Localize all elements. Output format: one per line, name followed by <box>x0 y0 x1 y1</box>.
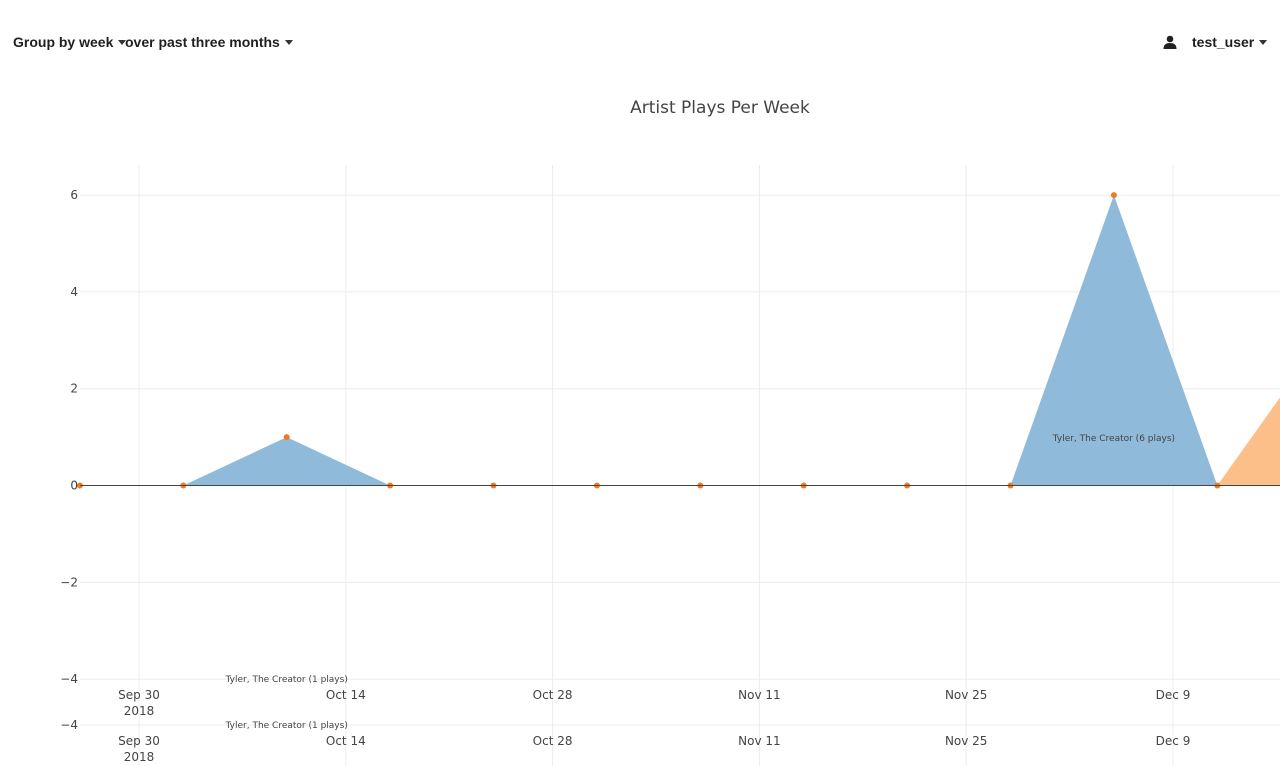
x-tick-label: Nov 11 <box>738 688 781 702</box>
username: test_user <box>1192 34 1255 50</box>
series-area-1 <box>1217 397 1280 486</box>
x-tick-label: Oct 14 <box>326 734 366 748</box>
x-tick-label: Nov 25 <box>945 688 988 702</box>
x-tick-label: Sep 30 <box>118 734 160 748</box>
x-tick-label: Dec 9 <box>1156 734 1191 748</box>
group-by-dropdown[interactable]: Group by week <box>13 34 127 50</box>
annotation-label: Tyler, The Creator (6 plays) <box>1052 434 1175 444</box>
chart-annotations: Tyler, The Creator (6 plays) Tyler, The C… <box>225 434 1175 731</box>
chart-title: Artist Plays Per Week <box>630 98 810 118</box>
series-area-0 <box>79 195 1218 486</box>
y-tick-label: 2 <box>70 382 78 396</box>
data-point <box>76 482 83 489</box>
group-by-label: Group by week <box>13 34 114 50</box>
x-tick-label: Nov 25 <box>945 734 988 748</box>
user-icon <box>1163 35 1177 49</box>
chart-axes: 6 4 2 0 −2 −4 −4 Sep 30 2018 Oct 14 Oct 28 Nov 11 No… <box>60 188 1280 764</box>
top-bar: Group by week over past three months tes… <box>0 0 1280 86</box>
caret-down-icon <box>118 39 127 45</box>
x-tick-sublabel: 2018 <box>124 750 155 764</box>
y-tick-label: −4 <box>60 718 78 732</box>
chart-markers <box>76 192 1221 489</box>
x-tick-label: Nov 11 <box>738 734 781 748</box>
x-tick-label: Oct 28 <box>533 734 573 748</box>
x-tick-label: Oct 14 <box>326 688 366 702</box>
caret-down-icon <box>284 39 293 45</box>
y-tick-label: −4 <box>60 672 78 686</box>
user-menu[interactable]: test_user <box>1163 34 1268 50</box>
data-point <box>283 434 290 441</box>
annotation-label: Tyler, The Creator (1 plays) <box>225 721 348 731</box>
y-tick-label: −2 <box>60 575 78 589</box>
data-point <box>1110 192 1117 199</box>
x-tick-label: Oct 28 <box>533 688 573 702</box>
x-tick-label: Dec 9 <box>1156 688 1191 702</box>
time-range-label: over past three months <box>125 34 280 50</box>
x-tick-sublabel: 2018 <box>124 704 155 718</box>
y-tick-label: 0 <box>70 479 78 493</box>
y-tick-label: 6 <box>70 188 78 202</box>
chart-areas <box>79 195 1280 486</box>
x-tick-label: Sep 30 <box>118 688 160 702</box>
y-tick-label: 4 <box>70 285 78 299</box>
caret-down-icon <box>1259 39 1268 45</box>
time-range-dropdown[interactable]: over past three months <box>125 34 293 50</box>
annotation-label: Tyler, The Creator (1 plays) <box>225 675 348 685</box>
